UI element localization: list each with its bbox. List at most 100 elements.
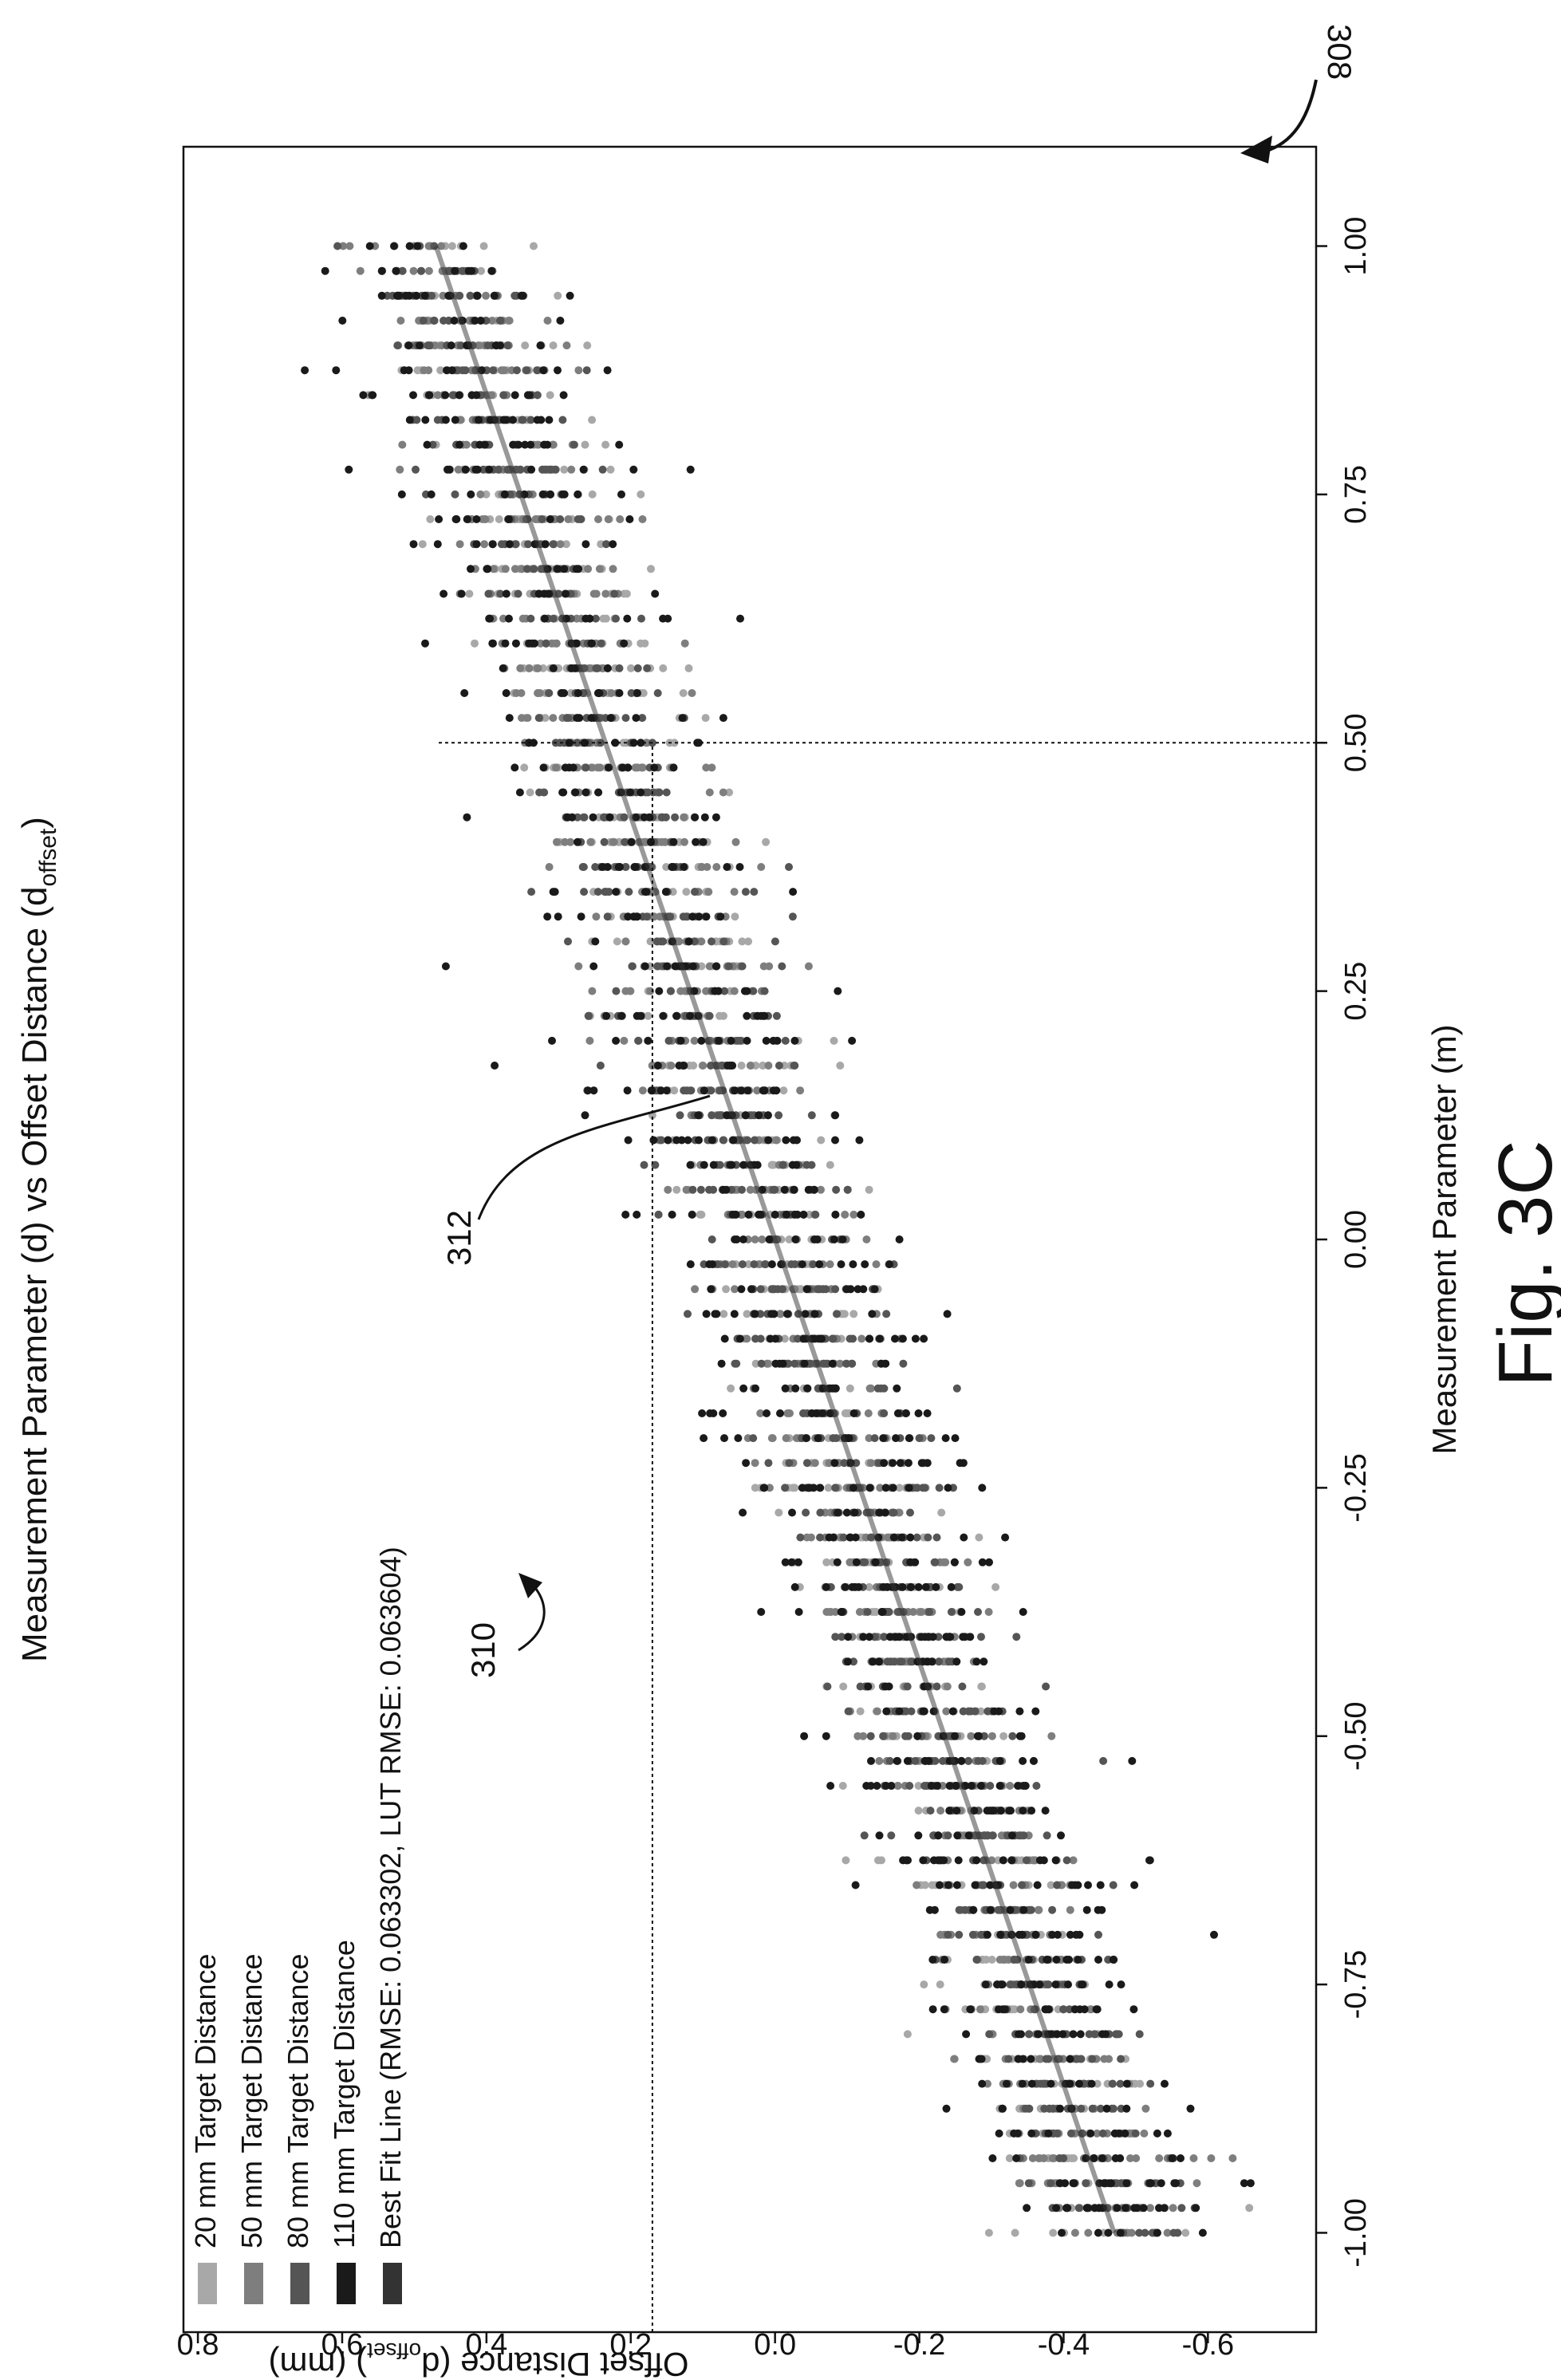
data-point [439, 291, 447, 300]
data-point [926, 1807, 935, 1815]
data-point [647, 565, 655, 573]
data-point [1065, 2005, 1074, 2014]
data-point [662, 1086, 671, 1095]
data-point [593, 888, 602, 896]
data-point [775, 1508, 783, 1517]
data-point [625, 515, 634, 523]
data-point [491, 1062, 499, 1070]
data-point [546, 515, 554, 523]
data-point [920, 1980, 928, 1989]
data-point [536, 341, 545, 350]
data-point [377, 266, 386, 275]
data-point [751, 1235, 759, 1243]
data-point [1116, 2228, 1125, 2237]
data-point [779, 1086, 788, 1095]
data-point [705, 788, 714, 797]
data-point [467, 391, 476, 400]
data-point [1104, 2228, 1113, 2237]
data-point [940, 2005, 948, 2014]
data-point [653, 689, 662, 697]
data-point [466, 291, 475, 300]
data-point [874, 1856, 882, 1865]
data-point [746, 1185, 755, 1194]
data-point [1102, 2030, 1110, 2039]
data-point [647, 837, 656, 846]
data-point [1007, 1831, 1016, 1840]
x-tick-label: 0.75 [1339, 465, 1373, 524]
data-point [1094, 1930, 1102, 1939]
data-point [503, 341, 512, 350]
data-point [889, 1484, 897, 1492]
data-point [751, 1384, 759, 1393]
data-point [1245, 2204, 1254, 2213]
data-point [1114, 2129, 1123, 2138]
data-point [857, 1334, 866, 1343]
data-point [684, 1136, 692, 1145]
data-point [770, 1310, 779, 1318]
data-point [730, 888, 739, 896]
data-point [700, 1086, 708, 1095]
data-point [575, 714, 584, 723]
data-point [621, 1210, 630, 1219]
data-point [641, 888, 649, 896]
data-point [441, 391, 450, 400]
data-point [618, 763, 627, 772]
data-point [497, 366, 506, 375]
data-point [769, 1086, 778, 1095]
data-point [790, 1185, 798, 1194]
legend-swatch [244, 2263, 263, 2304]
data-point [837, 1608, 846, 1616]
data-point [581, 739, 589, 747]
data-point [855, 1136, 864, 1145]
data-point [549, 440, 558, 449]
legend-label: 20 mm Target Distance [189, 1954, 222, 2249]
data-point [727, 1036, 735, 1045]
data-point [419, 317, 428, 325]
data-point [689, 1062, 698, 1070]
data-point [699, 837, 708, 846]
x-tick-label: 1.00 [1339, 217, 1373, 276]
data-point [686, 1260, 695, 1269]
data-point [1018, 2079, 1027, 2088]
data-point [953, 1582, 962, 1591]
data-point [1047, 1732, 1056, 1740]
data-point [1135, 2228, 1144, 2237]
data-point [799, 1210, 808, 1219]
data-point [467, 490, 475, 498]
data-point [669, 863, 678, 871]
data-point [928, 1633, 937, 1641]
data-point [495, 317, 504, 325]
data-point [672, 1185, 681, 1194]
y-tick-label: -0.4 [1038, 2328, 1090, 2362]
x-tick-label: 0.00 [1339, 1210, 1373, 1269]
data-point [1122, 2179, 1131, 2188]
data-point [999, 1732, 1008, 1740]
data-point [819, 1359, 828, 1368]
data-point [540, 788, 549, 797]
data-point [455, 291, 464, 300]
data-point [593, 664, 602, 672]
data-point [746, 1062, 755, 1070]
data-point [637, 1011, 645, 1020]
data-point [841, 1582, 849, 1591]
data-point [738, 1210, 747, 1219]
data-point [849, 1334, 857, 1343]
data-point [554, 565, 562, 573]
data-point [818, 1409, 826, 1417]
data-point [902, 1856, 911, 1865]
data-point [1034, 1905, 1043, 1914]
data-point [964, 1831, 973, 1840]
data-point [787, 1558, 796, 1566]
data-point [488, 317, 496, 325]
data-point [977, 1682, 986, 1691]
data-point [476, 317, 485, 325]
data-point [747, 1285, 755, 1294]
data-point [837, 1260, 846, 1269]
data-point [757, 1608, 766, 1616]
data-point [1039, 2079, 1048, 2088]
data-point [727, 1160, 736, 1169]
data-point [838, 1782, 847, 1790]
data-point [409, 391, 417, 400]
data-point [1004, 2055, 1013, 2063]
data-point [834, 1508, 842, 1517]
